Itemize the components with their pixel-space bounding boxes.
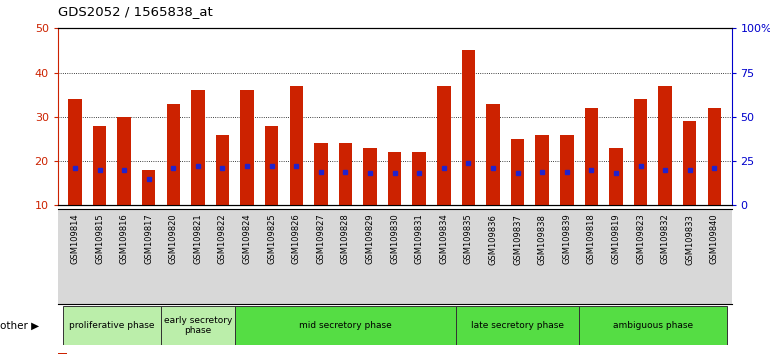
Text: GSM109817: GSM109817: [144, 214, 153, 264]
Bar: [683, 121, 696, 205]
Text: GSM109835: GSM109835: [464, 214, 473, 264]
Text: GSM109836: GSM109836: [488, 214, 497, 264]
Text: GSM109826: GSM109826: [292, 214, 301, 264]
Bar: [609, 148, 623, 205]
Bar: [191, 90, 205, 205]
Text: other ▶: other ▶: [0, 321, 39, 331]
Text: GSM109839: GSM109839: [562, 214, 571, 264]
Text: mid secretory phase: mid secretory phase: [299, 321, 392, 330]
Bar: [560, 135, 574, 205]
Bar: [584, 108, 598, 205]
Text: proliferative phase: proliferative phase: [69, 321, 155, 330]
Text: GSM109815: GSM109815: [95, 214, 104, 264]
Text: GSM109837: GSM109837: [513, 214, 522, 264]
Bar: [216, 135, 229, 205]
Text: late secretory phase: late secretory phase: [471, 321, 564, 330]
Bar: [634, 99, 648, 205]
Bar: [658, 86, 672, 205]
Text: GSM109822: GSM109822: [218, 214, 227, 264]
Text: GSM109825: GSM109825: [267, 214, 276, 264]
FancyBboxPatch shape: [235, 306, 456, 345]
Text: GSM109827: GSM109827: [316, 214, 326, 264]
Text: GSM109831: GSM109831: [415, 214, 424, 264]
Bar: [69, 99, 82, 205]
Text: GSM109818: GSM109818: [587, 214, 596, 264]
Bar: [363, 148, 377, 205]
Text: ambiguous phase: ambiguous phase: [613, 321, 693, 330]
Text: GDS2052 / 1565838_at: GDS2052 / 1565838_at: [58, 5, 213, 18]
Bar: [437, 86, 450, 205]
Bar: [708, 108, 721, 205]
FancyBboxPatch shape: [456, 306, 579, 345]
Text: early secretory
phase: early secretory phase: [164, 316, 232, 335]
Text: GSM109840: GSM109840: [710, 214, 718, 264]
Text: GSM109838: GSM109838: [537, 214, 547, 264]
Text: GSM109833: GSM109833: [685, 214, 695, 264]
Bar: [166, 104, 180, 205]
Text: GSM109834: GSM109834: [440, 214, 448, 264]
FancyBboxPatch shape: [579, 306, 727, 345]
Text: GSM109828: GSM109828: [341, 214, 350, 264]
Bar: [58, 353, 66, 354]
Bar: [462, 51, 475, 205]
Bar: [93, 126, 106, 205]
Text: GSM109832: GSM109832: [661, 214, 670, 264]
Bar: [388, 152, 401, 205]
Bar: [339, 143, 352, 205]
FancyBboxPatch shape: [161, 306, 235, 345]
Bar: [486, 104, 500, 205]
Bar: [117, 117, 131, 205]
Text: GSM109830: GSM109830: [390, 214, 399, 264]
Text: GSM109820: GSM109820: [169, 214, 178, 264]
Text: GSM109824: GSM109824: [243, 214, 252, 264]
Bar: [413, 152, 426, 205]
Bar: [290, 86, 303, 205]
Text: GSM109816: GSM109816: [119, 214, 129, 264]
Bar: [535, 135, 549, 205]
Text: GSM109819: GSM109819: [611, 214, 621, 264]
Bar: [511, 139, 524, 205]
Text: GSM109823: GSM109823: [636, 214, 645, 264]
Bar: [314, 143, 327, 205]
Text: GSM109821: GSM109821: [193, 214, 203, 264]
Text: GSM109829: GSM109829: [366, 214, 374, 264]
Bar: [142, 170, 156, 205]
Bar: [240, 90, 254, 205]
FancyBboxPatch shape: [62, 306, 161, 345]
Bar: [265, 126, 279, 205]
Text: GSM109814: GSM109814: [71, 214, 79, 264]
